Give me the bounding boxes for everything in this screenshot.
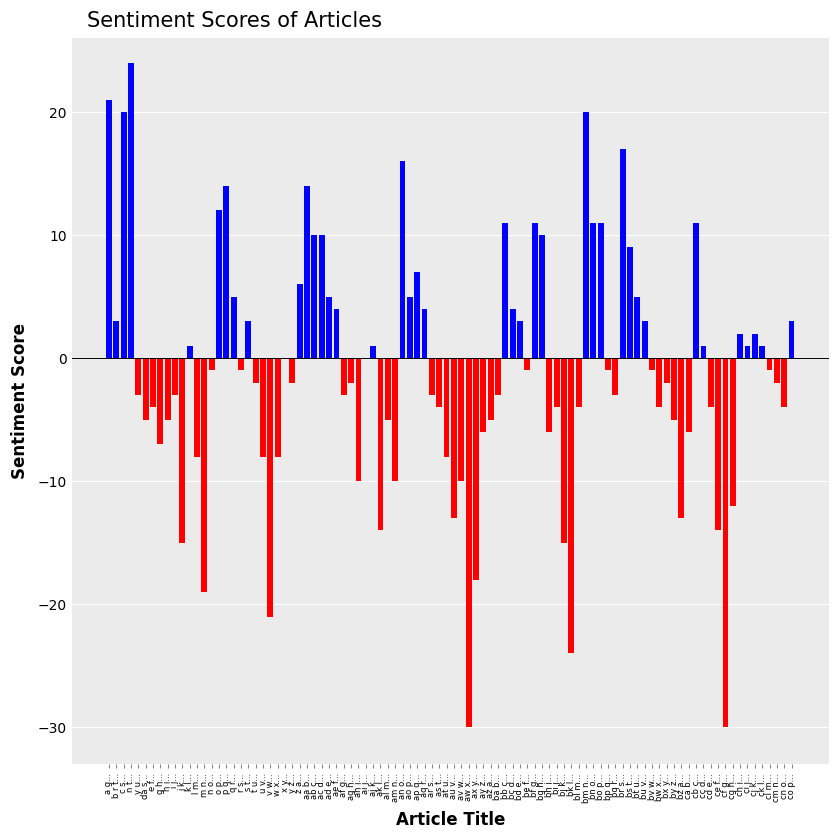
Y-axis label: Sentiment Score: Sentiment Score xyxy=(11,323,29,479)
Bar xyxy=(297,284,302,358)
Bar xyxy=(569,358,575,654)
Bar xyxy=(172,358,178,395)
Bar xyxy=(113,321,119,358)
Bar xyxy=(685,358,691,432)
Bar xyxy=(245,321,251,358)
Bar xyxy=(575,358,581,407)
Bar xyxy=(451,358,457,518)
Bar xyxy=(759,346,765,358)
Bar xyxy=(598,223,604,358)
Bar xyxy=(349,358,354,383)
Text: Sentiment Scores of Articles: Sentiment Scores of Articles xyxy=(87,11,381,31)
Bar xyxy=(407,297,412,358)
Bar xyxy=(216,211,222,358)
Bar xyxy=(400,161,406,358)
Bar xyxy=(701,346,706,358)
Bar xyxy=(738,333,743,358)
Bar xyxy=(106,100,112,358)
Bar xyxy=(546,358,552,432)
Bar xyxy=(554,358,559,407)
Bar xyxy=(605,358,611,370)
Bar xyxy=(620,149,626,358)
Bar xyxy=(253,358,259,383)
Bar xyxy=(186,346,192,358)
Bar xyxy=(202,358,207,592)
Bar xyxy=(444,358,449,457)
Bar xyxy=(341,358,347,395)
Bar xyxy=(208,358,214,370)
Bar xyxy=(679,358,685,518)
Bar xyxy=(312,235,318,358)
Bar xyxy=(238,358,244,370)
Bar xyxy=(392,358,398,481)
Bar xyxy=(510,309,516,358)
Bar xyxy=(194,358,200,457)
Bar xyxy=(128,63,134,358)
Bar xyxy=(355,358,361,481)
Bar xyxy=(414,272,420,358)
Bar xyxy=(722,358,728,727)
Bar xyxy=(121,112,127,358)
Bar xyxy=(642,321,648,358)
Bar xyxy=(135,358,141,395)
Bar xyxy=(157,358,163,444)
Bar xyxy=(370,346,376,358)
Bar xyxy=(789,321,795,358)
Bar xyxy=(532,223,538,358)
Bar xyxy=(495,358,501,395)
Bar xyxy=(488,358,494,420)
Bar xyxy=(627,248,633,358)
Bar xyxy=(267,358,273,617)
Bar xyxy=(715,358,721,530)
Bar xyxy=(480,358,486,432)
Bar xyxy=(517,321,522,358)
Bar xyxy=(671,358,677,420)
Bar xyxy=(524,358,530,370)
Bar xyxy=(422,309,428,358)
Bar xyxy=(708,358,714,407)
Bar xyxy=(730,358,736,506)
Bar xyxy=(223,186,229,358)
Bar xyxy=(583,112,589,358)
Bar xyxy=(260,358,266,457)
Bar xyxy=(275,358,281,457)
Bar xyxy=(465,358,471,727)
Bar xyxy=(333,309,339,358)
Bar xyxy=(591,223,596,358)
Bar xyxy=(664,358,669,383)
Bar xyxy=(539,235,545,358)
Bar xyxy=(774,358,780,383)
Bar xyxy=(231,297,237,358)
Bar xyxy=(319,235,325,358)
X-axis label: Article Title: Article Title xyxy=(396,811,505,829)
Bar xyxy=(612,358,618,395)
Bar xyxy=(459,358,465,481)
Bar xyxy=(143,358,149,420)
Bar xyxy=(436,358,442,407)
Bar xyxy=(502,223,508,358)
Bar xyxy=(150,358,156,407)
Bar xyxy=(752,333,758,358)
Bar xyxy=(180,358,186,543)
Bar xyxy=(693,223,699,358)
Bar xyxy=(326,297,332,358)
Bar xyxy=(377,358,383,530)
Bar xyxy=(429,358,435,395)
Bar xyxy=(767,358,773,370)
Bar xyxy=(781,358,787,407)
Bar xyxy=(385,358,391,420)
Bar xyxy=(649,358,655,370)
Bar xyxy=(744,346,750,358)
Bar xyxy=(473,358,479,580)
Bar xyxy=(165,358,171,420)
Bar xyxy=(290,358,296,383)
Bar xyxy=(634,297,640,358)
Bar xyxy=(561,358,567,543)
Bar xyxy=(657,358,663,407)
Bar xyxy=(304,186,310,358)
